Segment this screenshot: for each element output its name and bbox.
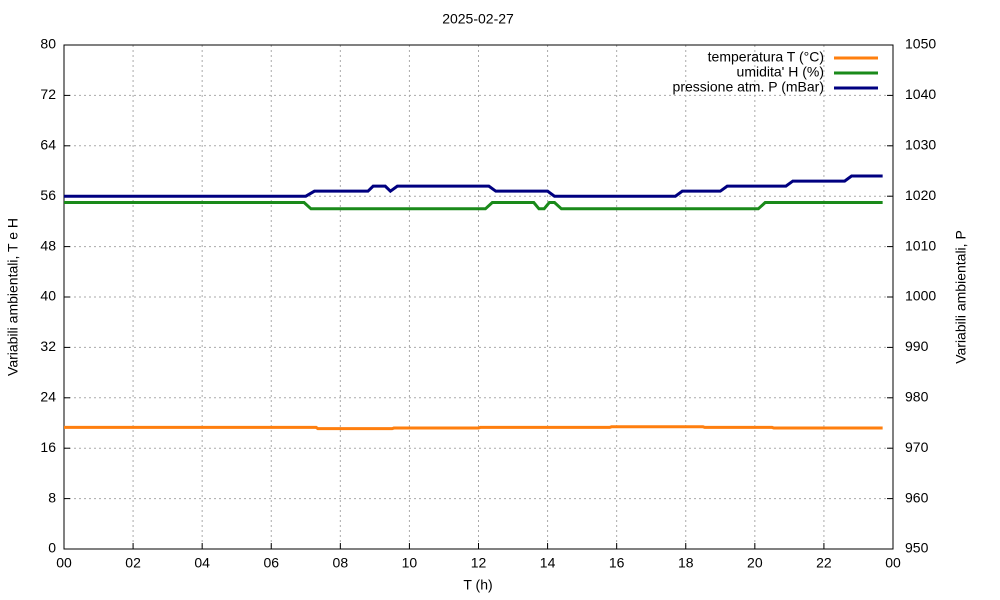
x-tick-label: 16 [609, 555, 625, 571]
y2-tick-label: 1050 [905, 36, 936, 52]
x-tick-label: 18 [678, 555, 694, 571]
x-tick-label: 06 [263, 555, 279, 571]
data-line [64, 174, 883, 198]
chart-title: 2025-02-27 [442, 11, 514, 27]
legend-label: temperatura T (°C) [708, 49, 824, 65]
data-line [64, 425, 883, 431]
y-tick-label: 24 [40, 389, 56, 405]
y2-tick-label: 990 [905, 338, 929, 354]
x-tick-label: 12 [471, 555, 487, 571]
y-axis-label: Variabili ambientali, T e H [5, 218, 21, 376]
y2-tick-label: 980 [905, 389, 929, 405]
y-tick-label: 40 [40, 288, 56, 304]
y-tick-label: 0 [48, 540, 56, 556]
y2-tick-label: 960 [905, 489, 929, 505]
x-tick-label: 02 [125, 555, 141, 571]
y-tick-label: 32 [40, 338, 56, 354]
legend-label: pressione atm. P (mBar) [673, 79, 824, 95]
y2-axis-label: Variabili ambientali, P [953, 230, 969, 364]
y-tick-label: 80 [40, 36, 56, 52]
y2-tick-label: 970 [905, 439, 929, 455]
legend-label: umidita' H (%) [737, 64, 824, 80]
y2-tick-label: 950 [905, 540, 929, 556]
data-line [64, 201, 883, 211]
x-tick-label: 04 [194, 555, 210, 571]
x-axis-label: T (h) [463, 577, 492, 593]
x-tick-label: 20 [747, 555, 763, 571]
y-tick-label: 72 [40, 86, 56, 102]
x-tick-label: 22 [816, 555, 832, 571]
y2-tick-label: 1030 [905, 137, 936, 153]
x-tick-label: 10 [402, 555, 418, 571]
x-tick-label: 00 [56, 555, 72, 571]
x-tick-label: 00 [885, 555, 901, 571]
plot-frame [63, 44, 894, 550]
y-tick-label: 16 [40, 439, 56, 455]
y2-tick-label: 1020 [905, 187, 936, 203]
y2-tick-label: 1010 [905, 237, 936, 253]
y-tick-label: 48 [40, 237, 56, 253]
y-tick-label: 64 [40, 137, 56, 153]
y-tick-label: 8 [48, 489, 56, 505]
y2-tick-label: 1040 [905, 86, 936, 102]
y2-tick-label: 1000 [905, 288, 936, 304]
y-tick-label: 56 [40, 187, 56, 203]
x-tick-label: 08 [333, 555, 349, 571]
x-tick-label: 14 [540, 555, 556, 571]
